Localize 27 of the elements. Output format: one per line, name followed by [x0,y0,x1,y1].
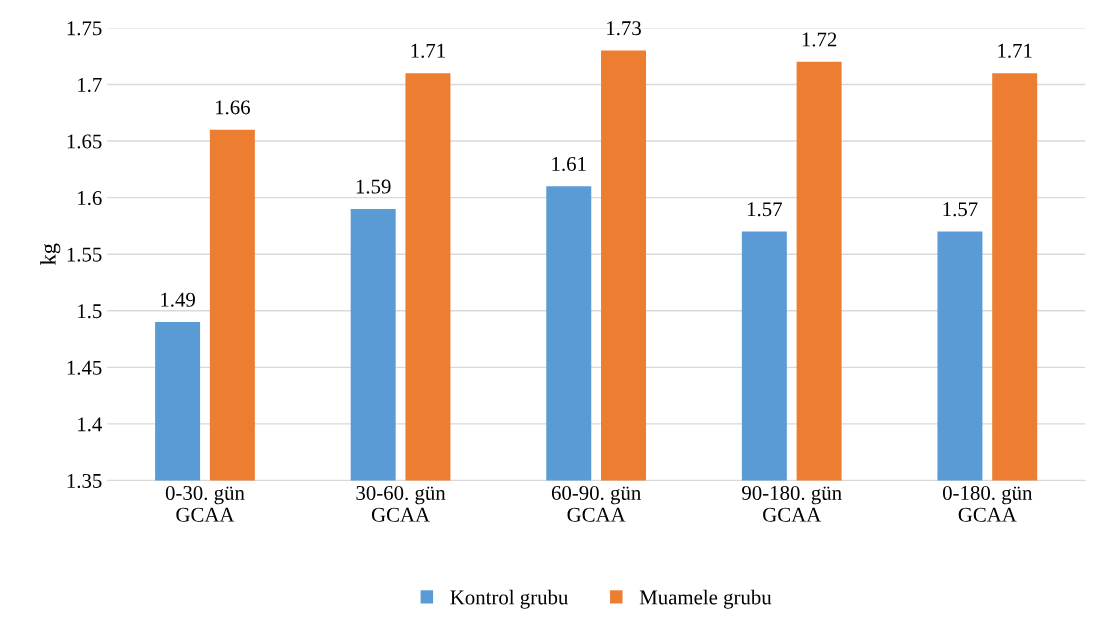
data-label: 1.71 [998,43,1032,58]
data-label: 1.57 [747,202,782,217]
data-label: 1.72 [802,32,837,47]
x-tick-label: 30-60. gün GCAA [356,485,446,522]
data-label: 1.49 [161,292,195,307]
y-tick-label: 1.6 [78,191,102,206]
data-label: 1.71 [411,43,445,58]
y-tick-label: 1.35 [67,473,102,489]
data-label: 1.66 [215,100,250,115]
legend-label: Muamele grubu [639,589,772,609]
y-tick-label: 1.45 [67,360,102,375]
y-tick-label: 1.7 [78,77,102,92]
y-tick-label: 1.55 [67,247,102,262]
x-tick-label: 0-30. gün GCAA [165,485,245,522]
data-label: 1.59 [356,179,391,194]
y-tick-label: 1.75 [67,21,102,36]
data-label: 1.73 [607,21,641,36]
x-tick-label: 60-90. gün GCAA [551,485,641,522]
x-tick-label: 0-180. gün GCAA [942,485,1033,522]
legend-label: Kontrol grubu [450,589,569,609]
y-tick-label: 1.4 [78,417,102,432]
data-label: 1.61 [552,156,586,172]
y-tick-label: 1.5 [78,304,102,319]
data-label: 1.57 [943,202,978,217]
y-tick-label: 1.65 [67,134,102,149]
x-tick-label: 90-180. gün GCAA [742,485,842,522]
y-axis-title: kg [40,243,61,265]
